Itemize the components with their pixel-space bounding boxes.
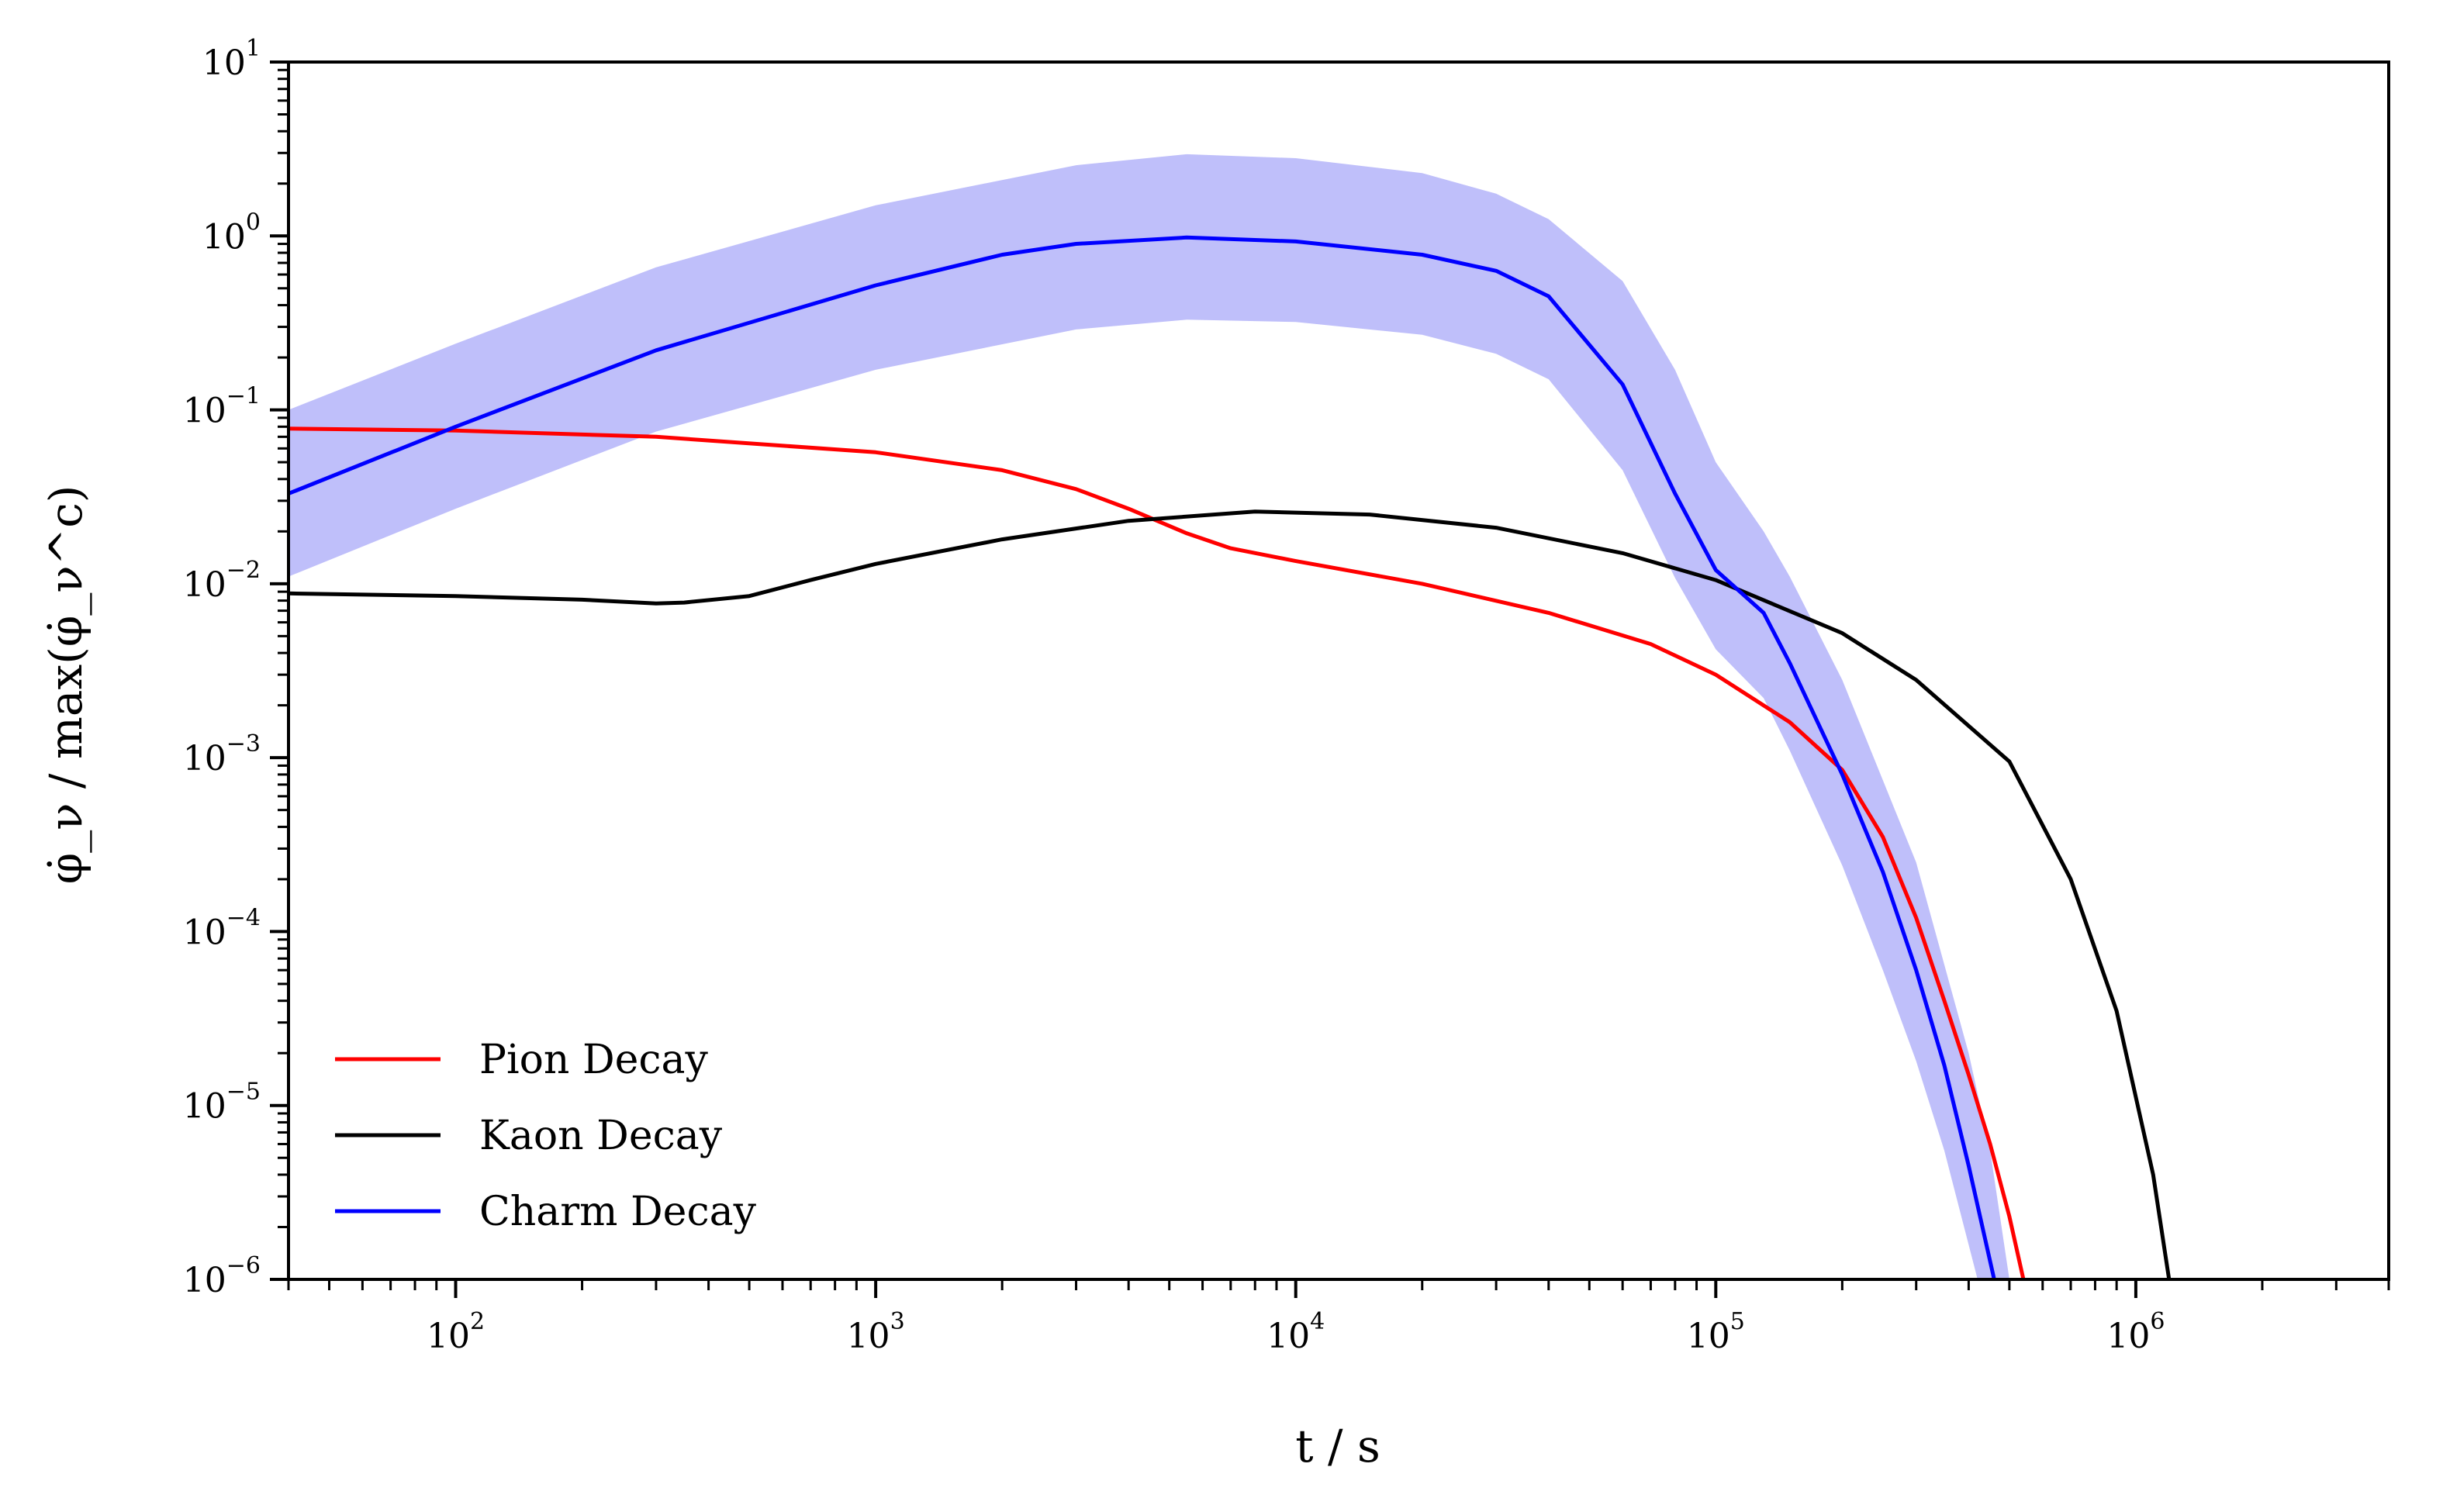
- axes: 102 103 104 105 106 10−6 10−5 10−4 10−3 10−2 10−1 1…: [183, 35, 2390, 1356]
- x-tick-label: 106: [2106, 1308, 2165, 1356]
- charm-decay-legend-label: Charm Decay: [479, 1189, 757, 1235]
- y-tick-label: 101: [202, 35, 261, 83]
- y-tick-label: 10−6: [183, 1252, 261, 1300]
- y-tick-label: 10−2: [183, 557, 261, 605]
- y-tick-label: 10−1: [183, 383, 261, 431]
- y-tick-label: 10−4: [183, 904, 261, 952]
- kaon-decay-line: [289, 509, 2172, 1279]
- pion-decay-line: [289, 426, 2026, 1279]
- y-tick-label: 100: [202, 209, 261, 257]
- plot-area: [289, 154, 2172, 1279]
- y-tick-label: 10−5: [183, 1079, 261, 1127]
- y-axis-label: φ̇_ν / max(φ̇_ν^c): [40, 485, 92, 885]
- y-tick-label: 10−3: [183, 730, 261, 778]
- pion-decay-legend-label: Pion Decay: [479, 1037, 709, 1083]
- x-tick-label: 103: [847, 1308, 905, 1356]
- legend: Pion Decay Kaon Decay Charm Decay: [335, 1037, 757, 1235]
- x-tick-label: 104: [1266, 1308, 1325, 1356]
- x-tick-label: 105: [1687, 1308, 1745, 1356]
- x-tick-label: 102: [427, 1308, 485, 1356]
- charm-decay-line: [289, 235, 1996, 1279]
- x-axis-label: t / s: [1295, 1420, 1380, 1472]
- plot-frame: [287, 60, 2390, 1281]
- kaon-decay-legend-label: Kaon Decay: [479, 1113, 723, 1159]
